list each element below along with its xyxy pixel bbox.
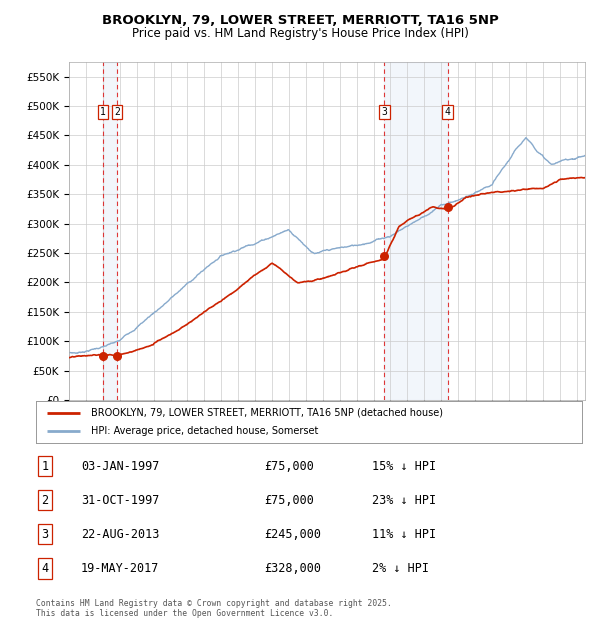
Text: 2: 2 [114,107,120,117]
Text: 11% ↓ HPI: 11% ↓ HPI [372,528,436,541]
Text: 3: 3 [382,107,387,117]
Bar [103,62,117,400]
Text: 03-JAN-1997: 03-JAN-1997 [81,460,160,472]
Point [443,202,452,212]
Text: BROOKLYN, 79, LOWER STREET, MERRIOTT, TA16 5NP (detached house): BROOKLYN, 79, LOWER STREET, MERRIOTT, TA… [91,408,443,418]
Text: 19-MAY-2017: 19-MAY-2017 [81,562,160,575]
Point [380,251,389,261]
Text: 23% ↓ HPI: 23% ↓ HPI [372,494,436,507]
Text: 31-OCT-1997: 31-OCT-1997 [81,494,160,507]
Text: Price paid vs. HM Land Registry's House Price Index (HPI): Price paid vs. HM Land Registry's House … [131,27,469,40]
Text: 4: 4 [445,107,451,117]
Text: HPI: Average price, detached house, Somerset: HPI: Average price, detached house, Some… [91,427,318,436]
Text: 1: 1 [41,460,49,472]
Point [98,351,108,361]
Text: Contains HM Land Registry data © Crown copyright and database right 2025.
This d: Contains HM Land Registry data © Crown c… [36,599,392,618]
Text: BROOKLYN, 79, LOWER STREET, MERRIOTT, TA16 5NP: BROOKLYN, 79, LOWER STREET, MERRIOTT, TA… [101,14,499,27]
Text: £75,000: £75,000 [264,460,314,472]
Text: 15% ↓ HPI: 15% ↓ HPI [372,460,436,472]
Text: 2% ↓ HPI: 2% ↓ HPI [372,562,429,575]
Text: 3: 3 [41,528,49,541]
Text: 4: 4 [41,562,49,575]
Text: 1: 1 [100,107,106,117]
Text: £75,000: £75,000 [264,494,314,507]
Text: 22-AUG-2013: 22-AUG-2013 [81,528,160,541]
Text: £328,000: £328,000 [264,562,321,575]
Point [112,351,122,361]
Bar [385,62,448,400]
Text: 2: 2 [41,494,49,507]
Text: £245,000: £245,000 [264,528,321,541]
